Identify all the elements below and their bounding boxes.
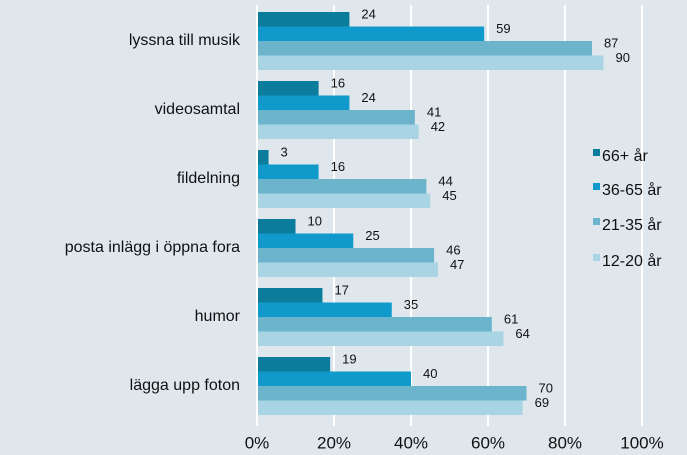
bar [257, 357, 331, 372]
bar [257, 179, 427, 194]
bar [257, 164, 319, 179]
legend-swatch [593, 149, 600, 156]
legend-label: 36-65 år [602, 181, 662, 199]
value-label: 87 [604, 36, 618, 51]
x-tick-label: 100% [620, 433, 663, 452]
value-label: 35 [404, 297, 418, 312]
bar [257, 233, 354, 248]
x-tick-label: 20% [317, 433, 351, 452]
bar [257, 400, 523, 415]
legend-swatch [593, 183, 600, 190]
value-label: 69 [535, 395, 549, 410]
bar [257, 386, 527, 401]
value-label: 16 [331, 159, 345, 174]
value-label: 42 [431, 119, 445, 134]
bar [257, 81, 319, 96]
bar [257, 317, 492, 332]
bar [257, 41, 592, 56]
bar [257, 288, 323, 303]
value-label: 47 [450, 257, 464, 272]
category-label: lyssna till musik [129, 32, 241, 49]
value-label: 24 [361, 7, 375, 22]
category-label: fildelning [177, 170, 240, 187]
value-label: 45 [442, 188, 456, 203]
bar [257, 248, 435, 263]
x-tick-label: 80% [548, 433, 582, 452]
value-label: 46 [446, 243, 460, 258]
bar [257, 150, 269, 165]
category-label: videosamtal [155, 101, 240, 118]
bar [257, 12, 350, 27]
bar [257, 262, 438, 277]
value-label: 59 [496, 21, 510, 36]
category-label: lägga upp foton [130, 377, 240, 394]
legend-swatch [593, 218, 600, 225]
value-label: 3 [281, 145, 288, 160]
bar [257, 95, 350, 110]
bar [257, 26, 485, 41]
x-tick-label: 40% [394, 433, 428, 452]
value-label: 61 [504, 312, 518, 327]
value-label: 70 [539, 381, 553, 396]
legend-swatch [593, 254, 600, 261]
legend-label: 12-20 år [602, 252, 662, 270]
value-label: 90 [616, 50, 630, 65]
value-label: 24 [361, 90, 375, 105]
bar [257, 302, 392, 317]
value-label: 64 [515, 326, 529, 341]
legend-label: 21-35 år [602, 216, 662, 234]
bar [257, 110, 415, 125]
value-label: 10 [308, 214, 322, 229]
value-label: 16 [331, 76, 345, 91]
x-tick-label: 0% [245, 433, 270, 452]
value-label: 25 [365, 228, 379, 243]
bar [257, 55, 604, 70]
bar [257, 331, 504, 346]
legend-label: 66+ år [602, 147, 648, 165]
value-label: 19 [342, 352, 356, 367]
value-label: 40 [423, 366, 437, 381]
category-label: humor [195, 308, 241, 325]
value-label: 44 [438, 174, 452, 189]
value-label: 17 [334, 283, 348, 298]
value-label: 41 [427, 105, 441, 120]
bar [257, 193, 431, 208]
bar [257, 219, 296, 234]
bar [257, 124, 419, 139]
x-tick-label: 60% [471, 433, 505, 452]
category-label: posta inlägg i öppna fora [65, 239, 240, 256]
bar [257, 371, 411, 386]
